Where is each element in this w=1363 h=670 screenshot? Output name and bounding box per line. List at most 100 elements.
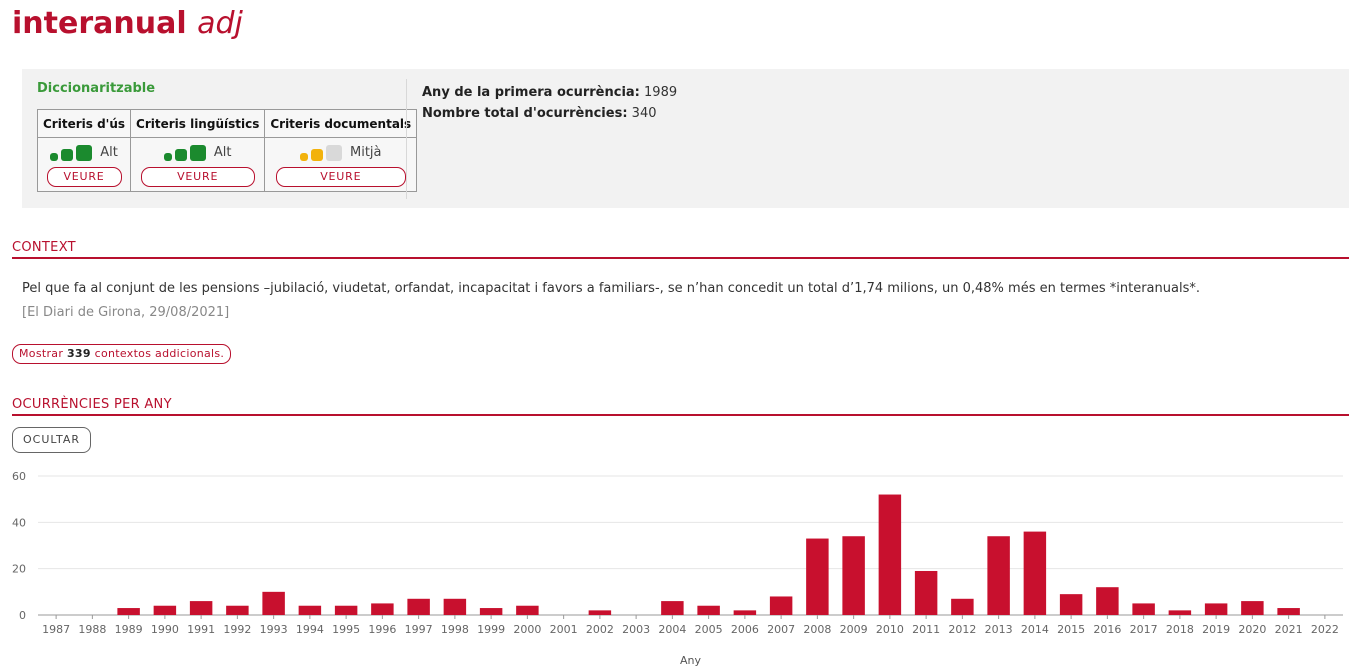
x-tick-label: 1992 xyxy=(223,623,251,636)
x-tick-label: 1989 xyxy=(115,623,143,636)
bar-2015 xyxy=(1059,594,1083,615)
y-tick-label: 60 xyxy=(12,470,26,483)
bar-2014 xyxy=(1023,531,1047,615)
criteria-header-documental: Criteris documentals xyxy=(264,109,418,138)
rating-square xyxy=(300,153,308,161)
x-tick-label: 2020 xyxy=(1238,623,1266,636)
criteria-cell-linguistic: Alt VEURE xyxy=(130,137,266,192)
bar-2008 xyxy=(806,538,829,615)
rating-square xyxy=(189,145,206,161)
first-occurrence-row: Any de la primera ocurrència: 1989 xyxy=(422,82,677,103)
bar-1991 xyxy=(189,601,213,615)
rating-indicator: Alt xyxy=(136,143,259,161)
x-tick-label: 2019 xyxy=(1202,623,1230,636)
x-tick-label: 2016 xyxy=(1093,623,1121,636)
context-quote: Pel que fa al conjunt de les pensions –j… xyxy=(22,281,1200,296)
divider xyxy=(406,79,407,199)
x-tick-label: 2006 xyxy=(731,623,759,636)
term: interanual xyxy=(12,6,187,41)
bar-2005 xyxy=(697,605,720,615)
bar-2002 xyxy=(588,610,612,615)
bar-2000 xyxy=(516,605,539,615)
bar-2018 xyxy=(1168,610,1192,615)
bar-2006 xyxy=(733,610,757,615)
criteria-header-linguistic: Criteris lingüístics xyxy=(130,109,266,138)
total-occurrences-row: Nombre total d'ocurrències: 340 xyxy=(422,103,677,124)
more-count: 339 xyxy=(66,347,91,360)
rating-square xyxy=(326,145,342,161)
x-tick-label: 2010 xyxy=(876,623,904,636)
rating-square xyxy=(174,149,187,161)
bar-2009 xyxy=(842,536,865,615)
x-tick-label: 2014 xyxy=(1021,623,1049,636)
rating-square xyxy=(311,149,323,161)
x-tick-label: 2003 xyxy=(622,623,650,636)
bar-2007 xyxy=(769,596,793,615)
x-tick-label: 2017 xyxy=(1130,623,1158,636)
bar-1992 xyxy=(226,605,249,615)
bar-2020 xyxy=(1241,601,1264,615)
x-tick-label: 2000 xyxy=(513,623,541,636)
bar-1990 xyxy=(153,605,177,615)
y-tick-label: 0 xyxy=(19,609,26,622)
view-documental-criteria-button[interactable]: VEURE xyxy=(275,167,406,187)
rating-label: Mitjà xyxy=(350,145,382,160)
bar-1994 xyxy=(298,605,322,615)
x-tick-label: 2022 xyxy=(1311,623,1339,636)
x-tick-label: 1997 xyxy=(405,623,433,636)
x-tick-label: 1995 xyxy=(332,623,360,636)
occurrences-heading: OCURRÈNCIES PER ANY xyxy=(12,397,1349,416)
x-tick-label: 2021 xyxy=(1275,623,1303,636)
part-of-speech: adj xyxy=(197,6,243,41)
rating-indicator: Alt xyxy=(43,143,125,161)
bar-2019 xyxy=(1204,603,1228,615)
criteria-cell-use: Alt VEURE xyxy=(36,137,132,192)
x-tick-label: 2012 xyxy=(948,623,976,636)
total-occurrences-label: Nombre total d'ocurrències: xyxy=(422,106,628,121)
first-occurrence-value: 1989 xyxy=(644,85,678,100)
more-suffix: contextos addicionals. xyxy=(94,347,225,360)
x-tick-label: 2018 xyxy=(1166,623,1194,636)
x-tick-label: 1993 xyxy=(260,623,288,636)
bar-1996 xyxy=(371,603,394,615)
bar-1998 xyxy=(443,598,467,615)
x-tick-label: 1990 xyxy=(151,623,179,636)
bar-1999 xyxy=(479,608,503,615)
hide-chart-button[interactable]: OCULTAR xyxy=(12,427,92,453)
x-tick-label: 2015 xyxy=(1057,623,1085,636)
x-tick-label: 1991 xyxy=(187,623,215,636)
rating-indicator: Mitjà xyxy=(270,143,411,161)
first-occurrence-label: Any de la primera ocurrència: xyxy=(422,85,640,100)
view-use-criteria-button[interactable]: VEURE xyxy=(46,167,122,187)
bar-1993 xyxy=(262,591,285,615)
total-occurrences-value: 340 xyxy=(631,106,657,121)
bar-2011 xyxy=(914,570,938,615)
x-tick-label: 1999 xyxy=(477,623,505,636)
bar-1995 xyxy=(334,605,358,615)
rating-square xyxy=(163,153,172,161)
bar-1989 xyxy=(117,608,140,615)
rating-square xyxy=(50,153,59,161)
x-tick-label: 2004 xyxy=(658,623,686,636)
x-tick-label: 2013 xyxy=(985,623,1013,636)
y-tick-label: 20 xyxy=(12,563,26,576)
context-heading: CONTEXT xyxy=(12,240,1349,259)
more-prefix: Mostrar xyxy=(19,347,64,360)
view-linguistic-criteria-button[interactable]: VEURE xyxy=(140,167,255,187)
criteria-cell-documental: Mitjà VEURE xyxy=(264,137,418,192)
x-tick-label: 2011 xyxy=(912,623,940,636)
criteria-header-use: Criteris d'ús xyxy=(36,109,132,138)
bar-2010 xyxy=(878,494,902,615)
term-metadata: Any de la primera ocurrència: 1989 Nombr… xyxy=(422,82,677,124)
rating-square xyxy=(61,149,74,161)
x-tick-label: 1996 xyxy=(368,623,396,636)
criteria-table: Criteris d'ús Criteris lingüístics Crite… xyxy=(36,109,418,192)
bar-1997 xyxy=(407,598,430,615)
info-panel: Diccionaritzable Criteris d'ús Criteris … xyxy=(22,69,1349,208)
occurrences-chart: 0 20 40 60 1987 1988 1989 1990 1991 1992 1993 1994 1… xyxy=(12,470,1343,667)
x-axis-label: Any xyxy=(680,654,701,667)
bar-2004 xyxy=(661,601,684,615)
x-tick-label: 2008 xyxy=(803,623,831,636)
x-tick-label: 1994 xyxy=(296,623,324,636)
show-more-contexts-button[interactable]: Mostrar 339 contextos addicionals. xyxy=(12,344,232,364)
